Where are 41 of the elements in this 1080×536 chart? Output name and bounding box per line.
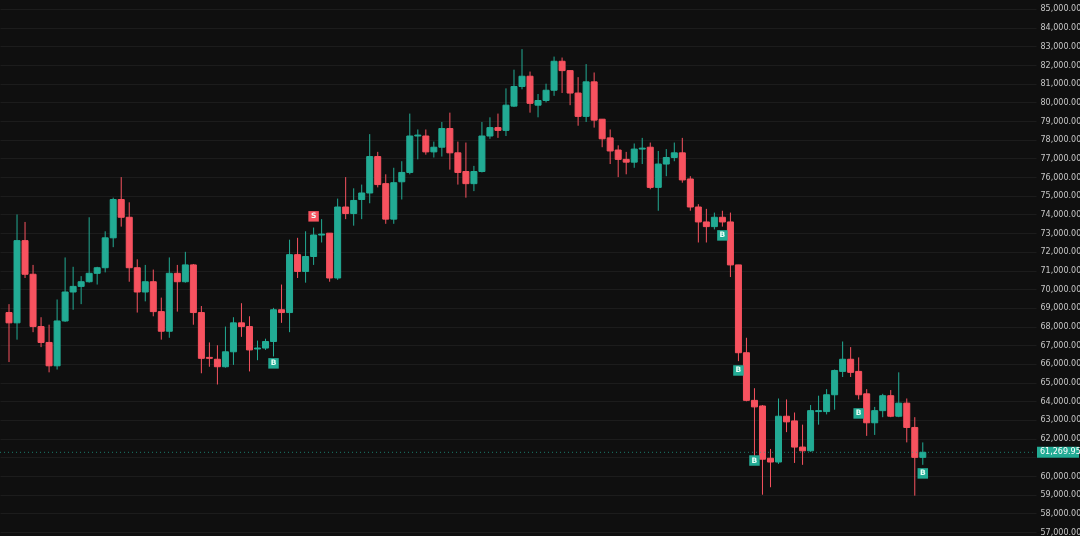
y-tick-label: 59,000.00 (1040, 490, 1080, 500)
y-tick-label: 74,000.00 (1040, 209, 1080, 219)
y-tick-label: 77,000.00 (1040, 153, 1080, 163)
y-tick-label: 80,000.00 (1040, 97, 1080, 107)
candlestick (294, 237, 302, 279)
candlestick (213, 344, 221, 385)
y-tick-label: 63,000.00 (1040, 415, 1080, 425)
y-tick-label: 75,000.00 (1040, 191, 1080, 201)
y-tick-label: 60,000.00 (1040, 471, 1080, 481)
candlestick (895, 371, 903, 418)
y-tick-label: 73,000.00 (1040, 228, 1080, 238)
y-tick-label: 57,000.00 (1040, 527, 1080, 536)
candlestick (278, 284, 286, 324)
y-tick-label: 78,000.00 (1040, 135, 1080, 145)
y-tick-label: 70,000.00 (1040, 284, 1080, 294)
y-tick-label: 83,000.00 (1040, 41, 1080, 51)
y-tick-label: 65,000.00 (1040, 378, 1080, 388)
y-tick-label: 67,000.00 (1040, 340, 1080, 350)
candlestick (5, 303, 13, 363)
candlestick (422, 128, 430, 156)
y-tick-label: 85,000.00 (1040, 4, 1080, 14)
y-tick-label: 68,000.00 (1040, 322, 1080, 332)
candlestick (173, 264, 181, 313)
y-tick-label: 82,000.00 (1040, 60, 1080, 70)
y-tick-label: 76,000.00 (1040, 172, 1080, 182)
candlestick (181, 251, 189, 284)
candlestick (141, 264, 149, 302)
y-tick-label: 64,000.00 (1040, 396, 1080, 406)
y-tick-label: 66,000.00 (1040, 359, 1080, 369)
y-tick-label: 69,000.00 (1040, 303, 1080, 313)
y-tick-label: 72,000.00 (1040, 247, 1080, 257)
candlestick (887, 389, 895, 418)
y-tick-label: 84,000.00 (1040, 23, 1080, 33)
y-tick-label: 79,000.00 (1040, 116, 1080, 126)
y-tick-label: 58,000.00 (1040, 508, 1080, 518)
y-tick-label: 71,000.00 (1040, 266, 1080, 276)
y-tick-label: 62,000.00 (1040, 434, 1080, 444)
candlestick (342, 176, 350, 220)
y-tick-label: 81,000.00 (1040, 79, 1080, 89)
candlestick (494, 113, 502, 139)
candlestick (350, 187, 358, 227)
